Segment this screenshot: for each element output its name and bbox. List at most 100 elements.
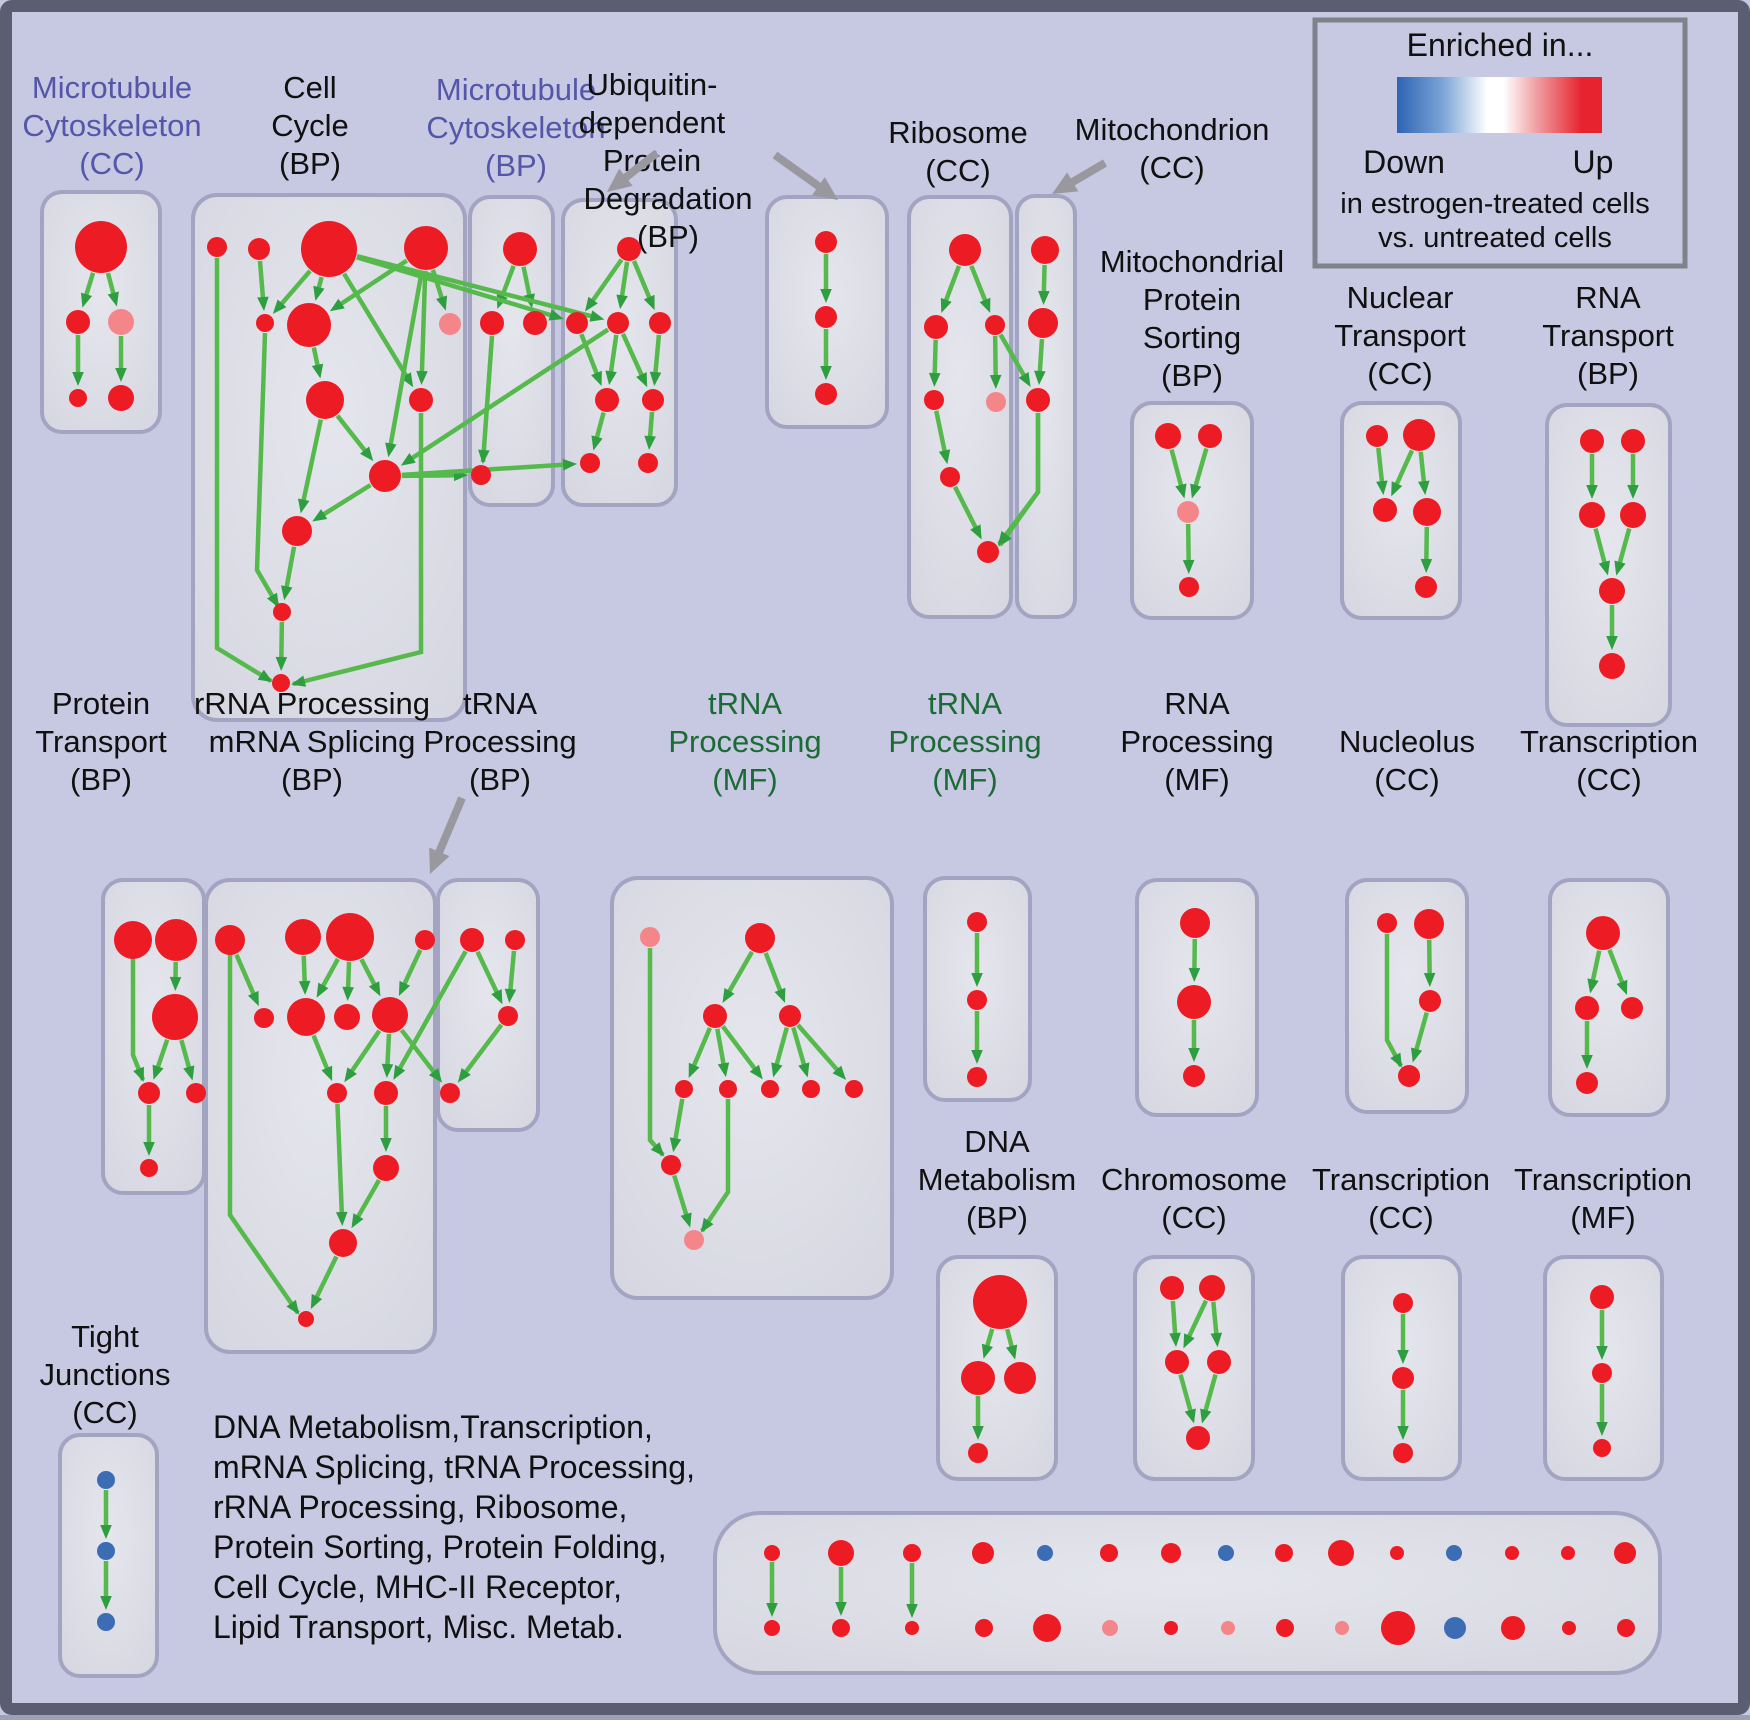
misc-strip-node-17 <box>905 1621 919 1635</box>
mito-sorting-label-line-0: Mitochondrial <box>1100 244 1284 279</box>
cell-cycle-node-9 <box>369 460 401 492</box>
transcription-cc-bot-node-2 <box>1393 1443 1413 1463</box>
legend-up-label: Up <box>1573 144 1614 180</box>
ubiquitin-bp-node-4 <box>595 388 619 412</box>
rrna-mrna-label-line-0: rRNA Processing <box>194 686 430 721</box>
transcription-cc-mid-node-1 <box>1575 996 1599 1020</box>
transcription-cc-mid-node-3 <box>1576 1072 1598 1094</box>
cell-cycle-label-line-0: Cell <box>283 70 336 105</box>
misc-strip-node-10 <box>1390 1546 1404 1560</box>
summary-text-line-4: Cell Cycle, MHC-II Receptor, <box>213 1569 622 1605</box>
protein-transport-node-0 <box>114 921 152 959</box>
summary-text-line-3: Protein Sorting, Protein Folding, <box>213 1529 667 1565</box>
cell-cycle-node-10 <box>282 516 312 546</box>
microtubule-cc-node-3 <box>69 389 87 407</box>
nuclear-transport-label-line-2: (CC) <box>1367 356 1432 391</box>
rna-transport-label-line-2: (BP) <box>1577 356 1639 391</box>
microtubule-cc-node-2 <box>108 309 134 335</box>
cell-cycle-node-2 <box>301 221 357 277</box>
rrna-mrna-node-0 <box>215 925 245 955</box>
nucleolus-node-0 <box>1377 913 1397 933</box>
nucleolus-node-3 <box>1398 1065 1420 1087</box>
dna-metabolism-label-line-0: DNA <box>964 1124 1030 1159</box>
rrna-mrna-node-1 <box>285 919 321 955</box>
tight-junctions-label-line-0: Tight <box>71 1319 139 1354</box>
microtubule-cc-label-line-1: Cytoskeleton <box>22 108 201 143</box>
protein-transport-label-line-1: Transport <box>35 724 167 759</box>
nuclear-transport-node-2 <box>1373 498 1397 522</box>
trna-mf-big-node-6 <box>761 1080 779 1098</box>
summary-text-line-1: mRNA Splicing, tRNA Processing, <box>213 1449 695 1485</box>
trna-mf-big-node-5 <box>719 1080 737 1098</box>
cell-cycle-node-12 <box>272 674 290 692</box>
transcription-mf-node-0 <box>1590 1285 1614 1309</box>
tight-junctions-label-line-1: Junctions <box>40 1357 171 1392</box>
cell-cycle-label-line-2: (BP) <box>279 146 341 181</box>
misc-strip-node-14 <box>1614 1542 1636 1564</box>
transcription-cc-bot-label-line-1: (CC) <box>1368 1200 1433 1235</box>
cell-cycle-node-7 <box>306 381 344 419</box>
chromosome-node-3 <box>1207 1350 1231 1374</box>
ubiquitin-bp-node-0 <box>617 237 641 261</box>
transcription-mf-label-line-1: (MF) <box>1570 1200 1635 1235</box>
mito-sorting-label-line-1: Protein <box>1143 282 1241 317</box>
microtubule-cc-node-0 <box>75 221 127 273</box>
rna-transport-node-1 <box>1621 429 1645 453</box>
trna-mf-big-node-10 <box>684 1230 704 1250</box>
trna-mf-big-node-7 <box>802 1080 820 1098</box>
trna-mf-small-box <box>925 878 1030 1100</box>
mitochondrion-cc-node-1 <box>1028 308 1058 338</box>
chromosome-node-1 <box>1199 1275 1225 1301</box>
misc-strip-node-11 <box>1446 1545 1462 1561</box>
trna-mf-big-node-1 <box>745 923 775 953</box>
protein-transport-label-line-2: (BP) <box>70 762 132 797</box>
trna-mf-small-label-line-1: Processing <box>888 724 1041 759</box>
protein-transport-node-1 <box>155 919 197 961</box>
trna-mf-big-node-3 <box>779 1005 801 1027</box>
rrna-mrna-label-line-1: mRNA Splicing <box>209 724 416 759</box>
trna-mf-big-label-line-1: Processing <box>668 724 821 759</box>
summary-text-line-0: DNA Metabolism,Transcription, <box>213 1409 653 1445</box>
chromosome-label-line-0: Chromosome <box>1101 1162 1287 1197</box>
microtubule-bp-node-3 <box>471 465 491 485</box>
trna-mf-big-node-9 <box>661 1155 681 1175</box>
trna-bp-label-line-2: (BP) <box>469 762 531 797</box>
legend-subtitle-2: vs. untreated cells <box>1378 222 1612 254</box>
microtubule-cc-node-4 <box>108 385 134 411</box>
mitochondrion-cc-node-2 <box>1026 388 1050 412</box>
chromosome-node-0 <box>1160 1276 1184 1300</box>
ribosome-cc-label-line-0: Ribosome <box>888 115 1028 150</box>
misc-strip-node-27 <box>1501 1616 1525 1640</box>
misc-strip-node-24 <box>1335 1621 1349 1635</box>
misc-strip-node-23 <box>1276 1619 1294 1637</box>
ribosome-cc-node-4 <box>986 392 1006 412</box>
misc-strip-node-9 <box>1328 1540 1354 1566</box>
ubiquitin-bp-node-1 <box>566 312 588 334</box>
chromosome-node-2 <box>1165 1350 1189 1374</box>
misc-strip-node-3 <box>972 1542 994 1564</box>
misc-strip-node-22 <box>1221 1621 1235 1635</box>
legend-subtitle-1: in estrogen-treated cells <box>1340 188 1650 220</box>
rna-transport-node-0 <box>1580 429 1604 453</box>
edge-line <box>281 622 282 663</box>
ubiquitin-bp-node-6 <box>580 453 600 473</box>
tight-junctions-node-2 <box>97 1613 115 1631</box>
chromosome-node-4 <box>1186 1426 1210 1450</box>
nuclear-transport-node-0 <box>1366 425 1388 447</box>
tight-junctions-label-line-2: (CC) <box>72 1395 137 1430</box>
rrna-mrna-node-8 <box>327 1083 347 1103</box>
rna-processing-mf-label-line-0: RNA <box>1164 686 1230 721</box>
tight-junctions-node-0 <box>97 1471 115 1489</box>
transcription-mf-node-1 <box>1592 1363 1612 1383</box>
rrna-mrna-label-line-2: (BP) <box>281 762 343 797</box>
rrna-mrna-node-6 <box>334 1004 360 1030</box>
transcription-cc-bot-node-1 <box>1392 1367 1414 1389</box>
protein-transport-node-2 <box>152 994 198 1040</box>
misc-strip-node-28 <box>1562 1621 1576 1635</box>
rna-processing-mf-label-line-2: (MF) <box>1164 762 1229 797</box>
nuclear-transport-label-line-0: Nuclear <box>1347 280 1454 315</box>
rna-transport-node-4 <box>1599 578 1625 604</box>
trna-mf-big-node-8 <box>845 1080 863 1098</box>
